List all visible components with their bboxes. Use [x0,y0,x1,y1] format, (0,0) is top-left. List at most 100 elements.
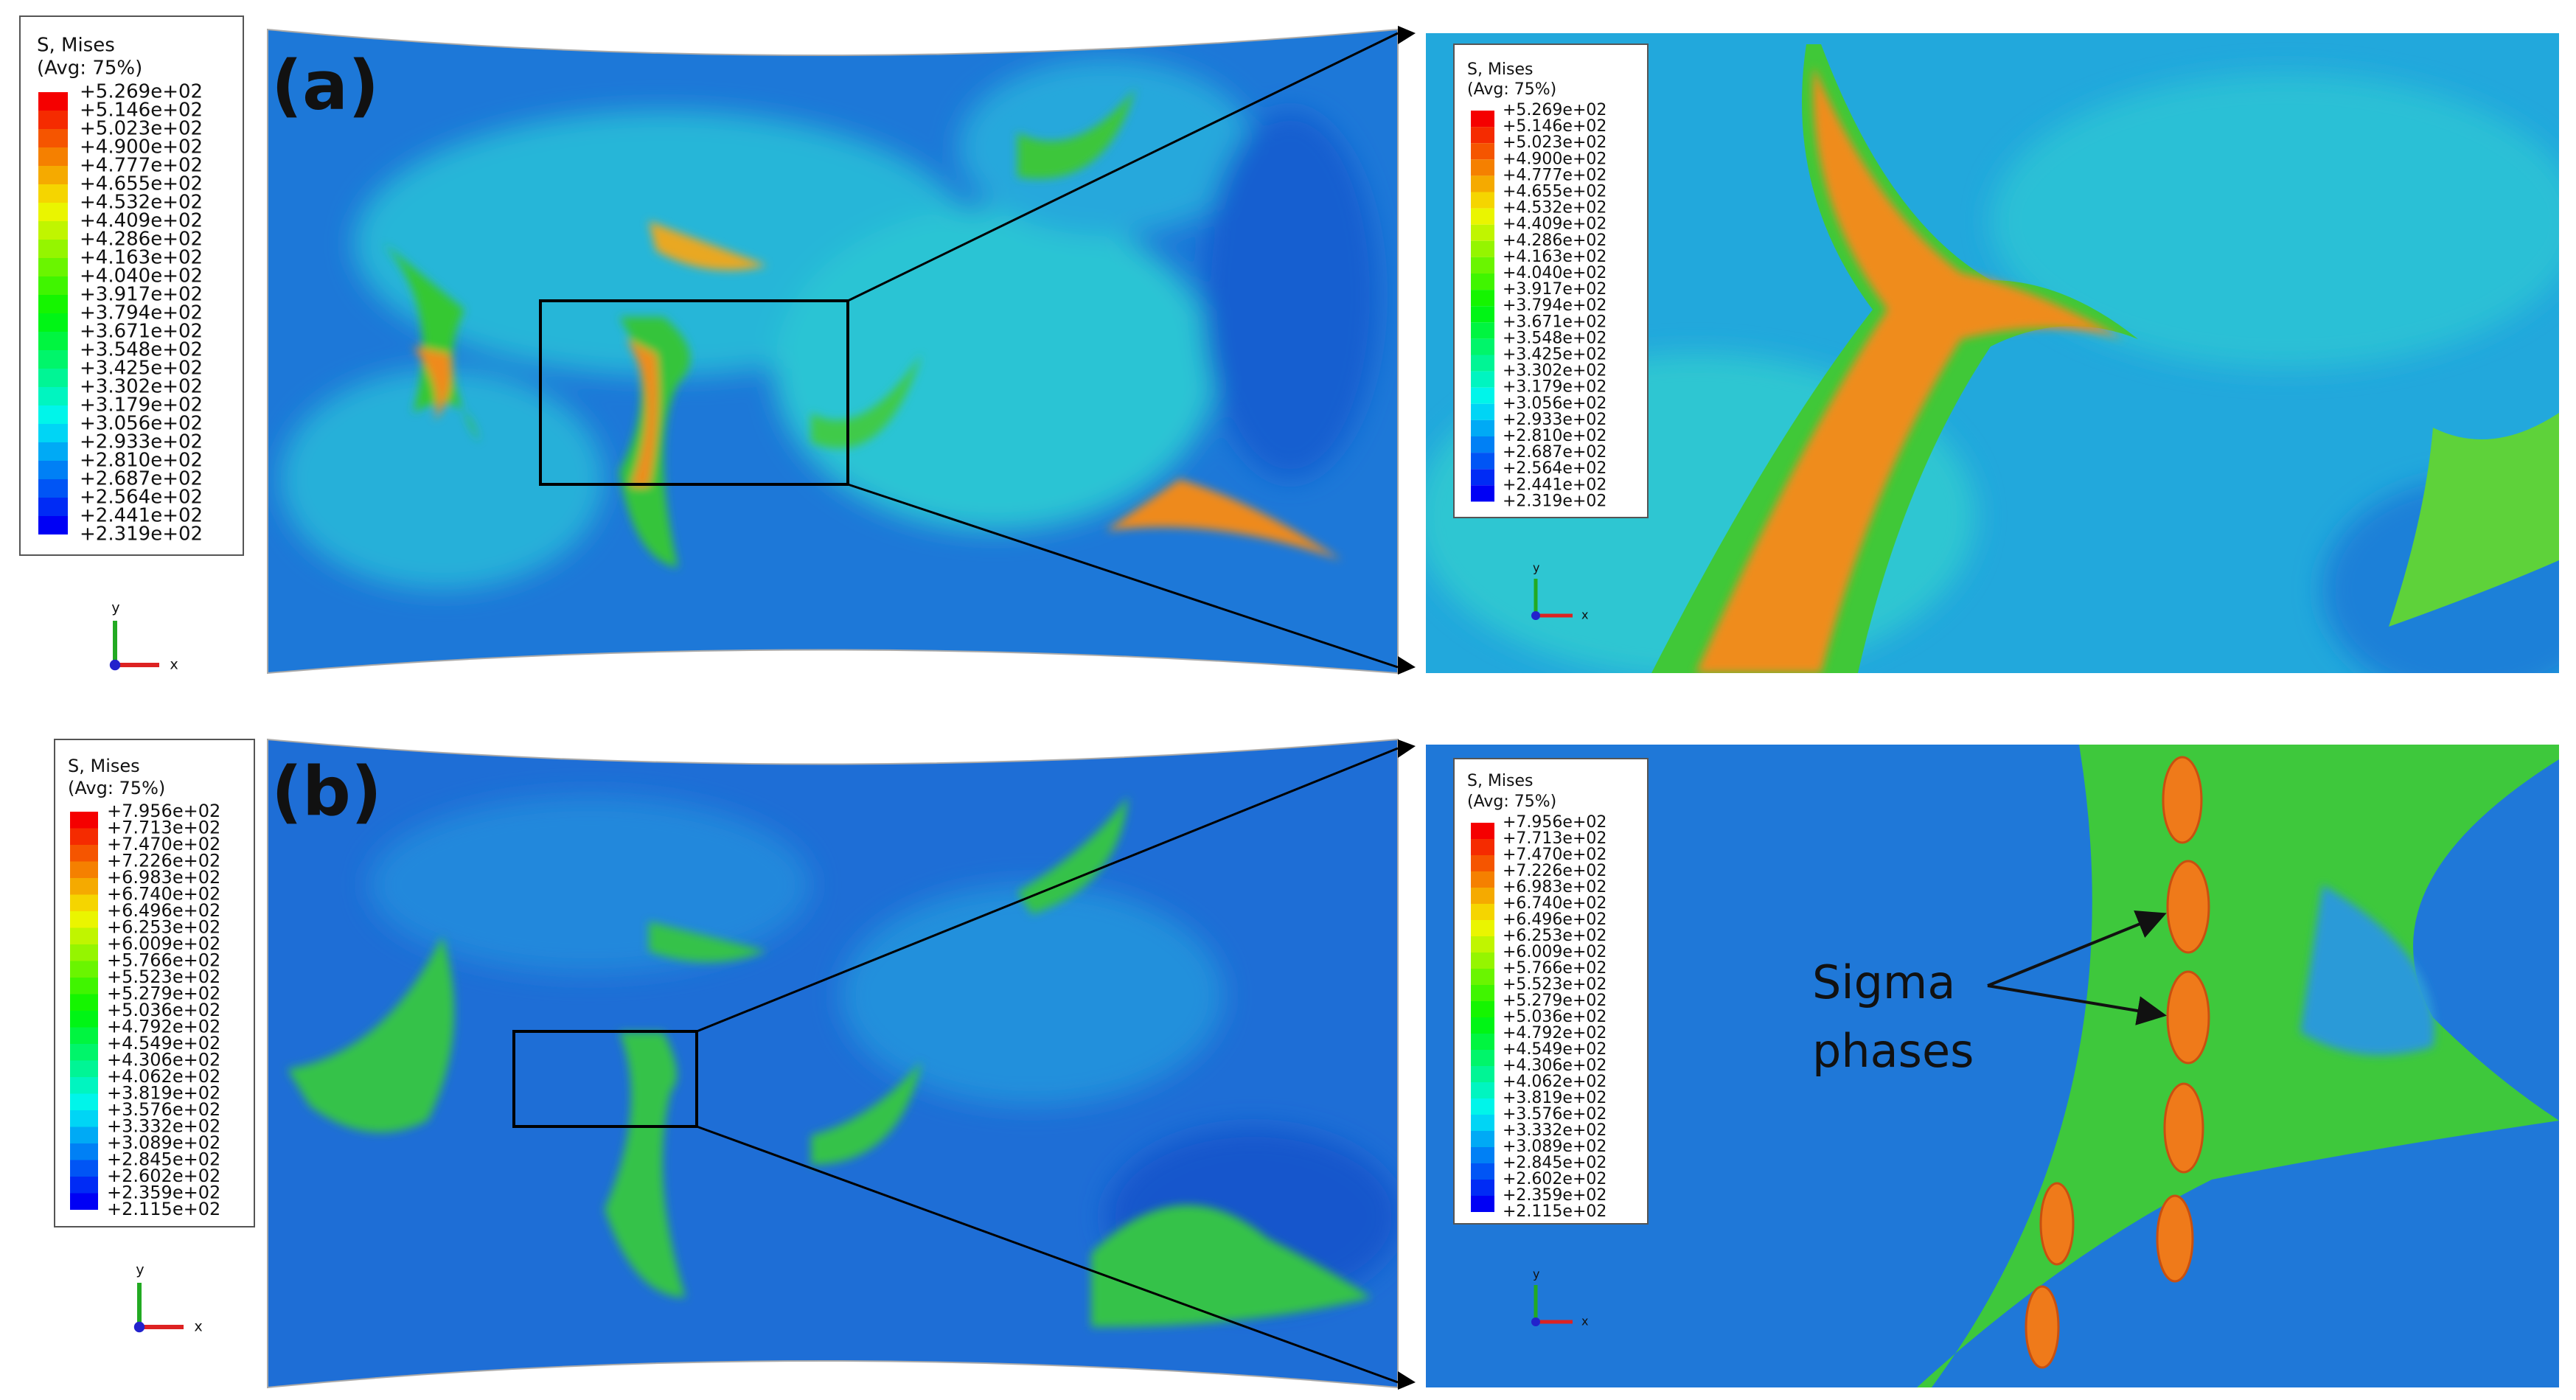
legend-swatch [70,911,98,928]
legend-swatch [1471,403,1494,420]
legend-value: +2.359e+02 [1503,1186,1606,1205]
legend-swatch [70,1060,98,1077]
legend-swatch [1471,371,1494,388]
legend-swatch [1471,208,1494,225]
legend-value: +5.269e+02 [1503,101,1606,119]
legend-swatch [1471,257,1494,274]
legend-value: +3.425e+02 [80,358,203,380]
axis-label: x [1581,1314,1588,1328]
legend-swatch [1471,436,1494,453]
legend-value: +4.286e+02 [80,229,203,251]
legend-swatch [1471,338,1494,355]
legend-swatch [1471,1196,1494,1212]
zoom-line [696,747,1399,1033]
legend-value: +5.036e+02 [1503,1008,1606,1026]
legend-swatch [70,1011,98,1028]
legend-value: +7.956e+02 [107,801,220,821]
legend-swatch [1471,355,1494,372]
legend-value: +5.523e+02 [1503,975,1606,994]
zoom-marker [1398,26,1416,44]
legend-swatch [1471,936,1494,953]
legend-value: +3.332e+02 [107,1116,220,1137]
legend-value: +6.253e+02 [1503,927,1606,945]
legend-value: +5.766e+02 [107,950,220,971]
legend-swatch [70,812,98,829]
legend-value: +3.576e+02 [107,1099,220,1120]
legend-value: +2.810e+02 [80,450,203,472]
legend-swatch [1471,839,1494,855]
legend-swatch [1471,485,1494,502]
legend-value: +2.845e+02 [1503,1154,1606,1172]
legend-value: +3.332e+02 [1503,1121,1606,1140]
legend-value: +3.819e+02 [107,1083,220,1104]
legend-swatch [38,424,68,442]
legend-value: +5.146e+02 [80,100,203,122]
legend-swatch [38,479,68,498]
legend-value: +7.470e+02 [107,834,220,854]
legend-swatch [1471,274,1494,290]
legend-value: +4.900e+02 [1503,150,1606,168]
legend-value: +4.040e+02 [80,265,203,288]
legend-value: +4.792e+02 [107,1017,220,1037]
legend-value: +4.655e+02 [80,173,203,195]
legend-value: +4.532e+02 [1503,199,1606,217]
legend-value: +3.302e+02 [80,376,203,398]
legend-swatch [38,369,68,387]
axis-origin [1531,611,1540,620]
legend-value: +3.548e+02 [80,339,203,361]
legend-value: +6.009e+02 [107,933,220,954]
zoom-marker [1398,739,1416,758]
legend-swatch [1471,290,1494,307]
annotation-arrow [1987,910,2167,987]
legend-swatch [1471,1131,1494,1147]
legend-swatch [1471,1098,1494,1115]
legend-value: +3.671e+02 [80,321,203,343]
axis-origin [133,1321,145,1333]
legend-swatch [1471,127,1494,144]
legend-swatch [1471,419,1494,436]
legend-subtitle: (Avg: 75%) [1467,80,1556,99]
annotation-arrow [1987,984,2167,1025]
legend-value: +4.655e+02 [1503,183,1606,201]
legend-swatch [1471,1050,1494,1066]
legend-value: +5.269e+02 [80,81,203,103]
legend-value: +4.409e+02 [80,210,203,232]
legend-title: S, Mises [1467,772,1534,790]
legend-value: +6.253e+02 [107,917,220,938]
legend-swatch [70,1077,98,1094]
legend-subtitle: (Avg: 75%) [68,778,165,798]
axis-label: x [194,1318,202,1335]
legend-value: +5.146e+02 [1503,117,1606,136]
legend-value: +4.306e+02 [107,1050,220,1070]
legend-value: +4.040e+02 [1503,264,1606,282]
legend-value: +2.319e+02 [80,523,203,546]
axis-label: x [170,656,178,673]
legend-value: +4.792e+02 [1503,1024,1606,1042]
legend-value: +5.023e+02 [1503,133,1606,152]
legend-swatch [70,1143,98,1160]
legend-swatch [1471,224,1494,241]
legend-title: S, Mises [37,35,115,57]
legend-swatch [70,1044,98,1061]
legend-swatch [70,927,98,944]
legend-swatch [38,147,68,166]
legend-value: +4.532e+02 [80,192,203,214]
legend-value: +4.163e+02 [80,247,203,269]
legend-swatch [38,405,68,424]
legend-swatch [38,350,68,369]
legend-value: +3.794e+02 [80,302,203,324]
legend-swatch [70,828,98,845]
legend-value: +3.671e+02 [1503,313,1606,331]
legend-value: +2.933e+02 [1503,411,1606,429]
legend-value: +2.933e+02 [80,431,203,453]
legend-value: +5.766e+02 [1503,959,1606,978]
legend-swatch [1471,111,1494,128]
legend-value: +4.549e+02 [1503,1040,1606,1059]
legend-swatch [38,166,68,184]
legend-value: +3.302e+02 [1503,362,1606,380]
legend-value: +2.115e+02 [107,1199,220,1219]
legend-value: +7.713e+02 [107,818,220,838]
legend-value: +5.279e+02 [107,983,220,1004]
legend-value: +4.062e+02 [107,1066,220,1087]
